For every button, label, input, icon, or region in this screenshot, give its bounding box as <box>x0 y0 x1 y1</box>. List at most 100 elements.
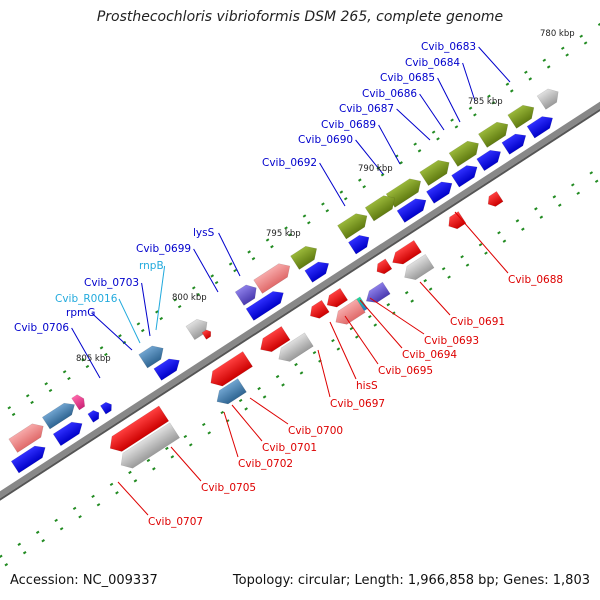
gene-arrow-45 <box>120 422 180 469</box>
gene-label: Cvib_0701 <box>262 442 317 454</box>
scale-tick <box>509 89 514 93</box>
scale-tick <box>579 34 584 38</box>
gene-arrow-48 <box>487 191 504 207</box>
scale-tick <box>454 125 459 129</box>
gene-label: lysS <box>193 227 215 239</box>
gene-label: Cvib_0690 <box>298 134 353 146</box>
leader-line <box>319 162 346 207</box>
gene-label: Cvib_0700 <box>288 425 343 437</box>
gene-arrow-41 <box>365 281 391 303</box>
scale-tick <box>539 215 544 219</box>
gene-label: Cvib_0685 <box>380 72 435 84</box>
gene-label: Cvib_0695 <box>378 365 433 377</box>
scale-tick <box>96 503 101 507</box>
scale-tick <box>557 203 562 207</box>
scale-tick <box>528 77 533 81</box>
scale-tick <box>257 386 261 391</box>
scale-tick <box>594 179 599 183</box>
gene-label: Cvib_0699 <box>136 243 191 255</box>
scale-tick <box>188 443 193 447</box>
gene-label: Cvib_0688 <box>508 274 563 286</box>
scale-tick <box>565 53 569 57</box>
gene-arrow-44 <box>216 378 247 405</box>
leader-line <box>155 265 166 331</box>
scale-tick <box>25 394 30 398</box>
leader-line <box>344 315 379 365</box>
gene-arrow-30 <box>8 423 44 453</box>
gene-label: hisS <box>356 380 378 392</box>
scale-tick <box>399 161 403 165</box>
gene-arrow-8 <box>304 261 330 283</box>
gene-arrow-32 <box>376 258 393 275</box>
scale-tick <box>136 322 141 326</box>
gene-label: Cvib_0697 <box>330 398 385 410</box>
scale-tick <box>505 82 510 86</box>
scale-label: 795 kbp <box>266 229 301 239</box>
genome-backbone-shadow <box>0 30 600 577</box>
scale-tick <box>502 239 507 243</box>
scale-tick <box>201 422 206 427</box>
gene-arrow-10 <box>153 358 180 381</box>
scale-tick <box>207 431 212 435</box>
leader-line <box>478 46 511 83</box>
leader-line <box>118 298 141 344</box>
scale-tick <box>413 142 417 146</box>
scale-tick <box>233 268 237 273</box>
scale-tick <box>41 539 45 543</box>
scale-tick <box>44 382 48 386</box>
gene-arrow-16 <box>419 159 450 186</box>
leader-line <box>141 282 151 337</box>
scale-tick <box>343 197 348 201</box>
scale-tick <box>404 291 409 295</box>
scale-tick <box>91 494 95 499</box>
scale-tick <box>146 458 151 463</box>
gene-arrow-18 <box>478 121 509 148</box>
gene-label: rpmG <box>66 307 95 319</box>
scale-tick <box>210 274 215 278</box>
scale-tick <box>349 326 354 331</box>
scale-tick <box>0 554 3 558</box>
scale-tick <box>35 530 40 534</box>
leader-line <box>193 248 219 293</box>
scale-tick <box>238 398 243 403</box>
gene-arrow-17 <box>448 140 479 167</box>
scale-tick <box>515 219 520 223</box>
scale-tick <box>288 233 293 237</box>
scale-tick <box>552 195 557 199</box>
scale-tick <box>11 412 16 417</box>
scale-tick <box>265 238 270 242</box>
scale-tick <box>183 434 188 439</box>
scale-tick <box>546 65 551 69</box>
gene-label: Cvib_0694 <box>402 349 457 361</box>
gene-arrow-23 <box>290 245 318 270</box>
gene-arrow-12 <box>10 445 46 474</box>
scale-tick <box>118 334 122 338</box>
gene-label: Cvib_0703 <box>84 277 139 289</box>
leader-line <box>378 124 401 165</box>
gene-arrow-33 <box>326 287 349 308</box>
gene-label: Cvib_0702 <box>238 458 293 470</box>
scale-tick <box>155 310 159 314</box>
scale-tick <box>81 358 85 362</box>
leader-line <box>249 397 289 425</box>
scale-tick <box>542 58 547 62</box>
scale-tick <box>228 262 233 266</box>
scale-tick <box>355 335 359 339</box>
scale-tick <box>128 470 132 475</box>
gene-arrow-26 <box>185 319 208 341</box>
gene-arrow-37 <box>210 351 253 387</box>
scale-tick <box>78 515 82 519</box>
leader-line <box>437 77 461 123</box>
scale-tick <box>191 286 196 290</box>
scale-tick <box>468 106 473 110</box>
scale-tick <box>497 231 501 235</box>
gene-arrow-39 <box>404 254 435 281</box>
gene-label: rnpB <box>139 260 164 272</box>
leader-line <box>419 93 445 131</box>
scale-tick <box>380 173 385 177</box>
scale-tick <box>22 551 27 555</box>
leader-line <box>231 404 263 442</box>
leader-line <box>419 281 451 316</box>
gene-label: Cvib_0706 <box>14 322 69 334</box>
leader-line <box>218 232 241 277</box>
